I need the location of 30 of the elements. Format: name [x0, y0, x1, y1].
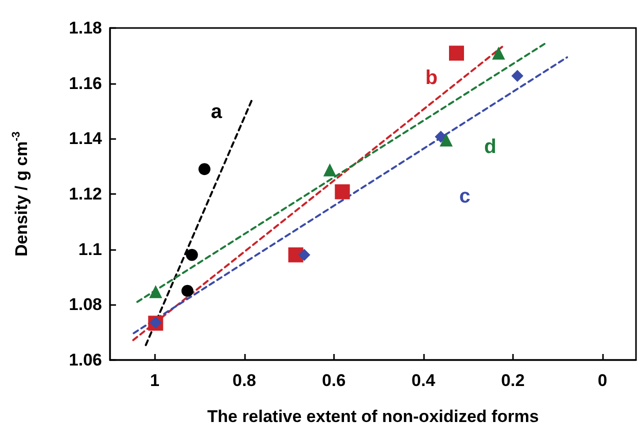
text: a: [210, 101, 223, 124]
x-tick-label: 0.4: [412, 371, 436, 390]
point: [198, 163, 210, 176]
point: [323, 163, 336, 176]
x-tick-label: 0.6: [322, 371, 346, 390]
point: [448, 46, 464, 61]
y-tick-label: 1.1: [78, 240, 102, 259]
point: [186, 248, 198, 261]
y-tick-label: 1.18: [68, 18, 102, 38]
text: c: [459, 186, 470, 208]
series-label: d: [484, 136, 496, 158]
y-axis-title: Density / g cm-3: [10, 131, 31, 257]
y-tick-label: 1.06: [68, 350, 102, 370]
x-tick-label: 1: [150, 371, 160, 390]
y-tick-label: 1.16: [68, 74, 102, 93]
x-tick-label: 0.8: [232, 371, 256, 390]
point: [334, 184, 350, 200]
x-tick-label: 0.2: [501, 371, 525, 390]
y-tick-label: 1.14: [68, 129, 103, 148]
point: [440, 134, 453, 147]
y-tick-label: 1.12: [68, 184, 102, 204]
point: [492, 46, 506, 60]
x-tick-label: 0: [598, 371, 608, 390]
series-label: b: [425, 67, 438, 90]
y-tick-label: 1.08: [68, 295, 102, 314]
point: [149, 285, 162, 298]
point: [298, 248, 310, 261]
x-axis-title: The relative extent of non-oxidized forms: [207, 407, 539, 426]
point: [511, 70, 524, 82]
point: [181, 284, 194, 297]
